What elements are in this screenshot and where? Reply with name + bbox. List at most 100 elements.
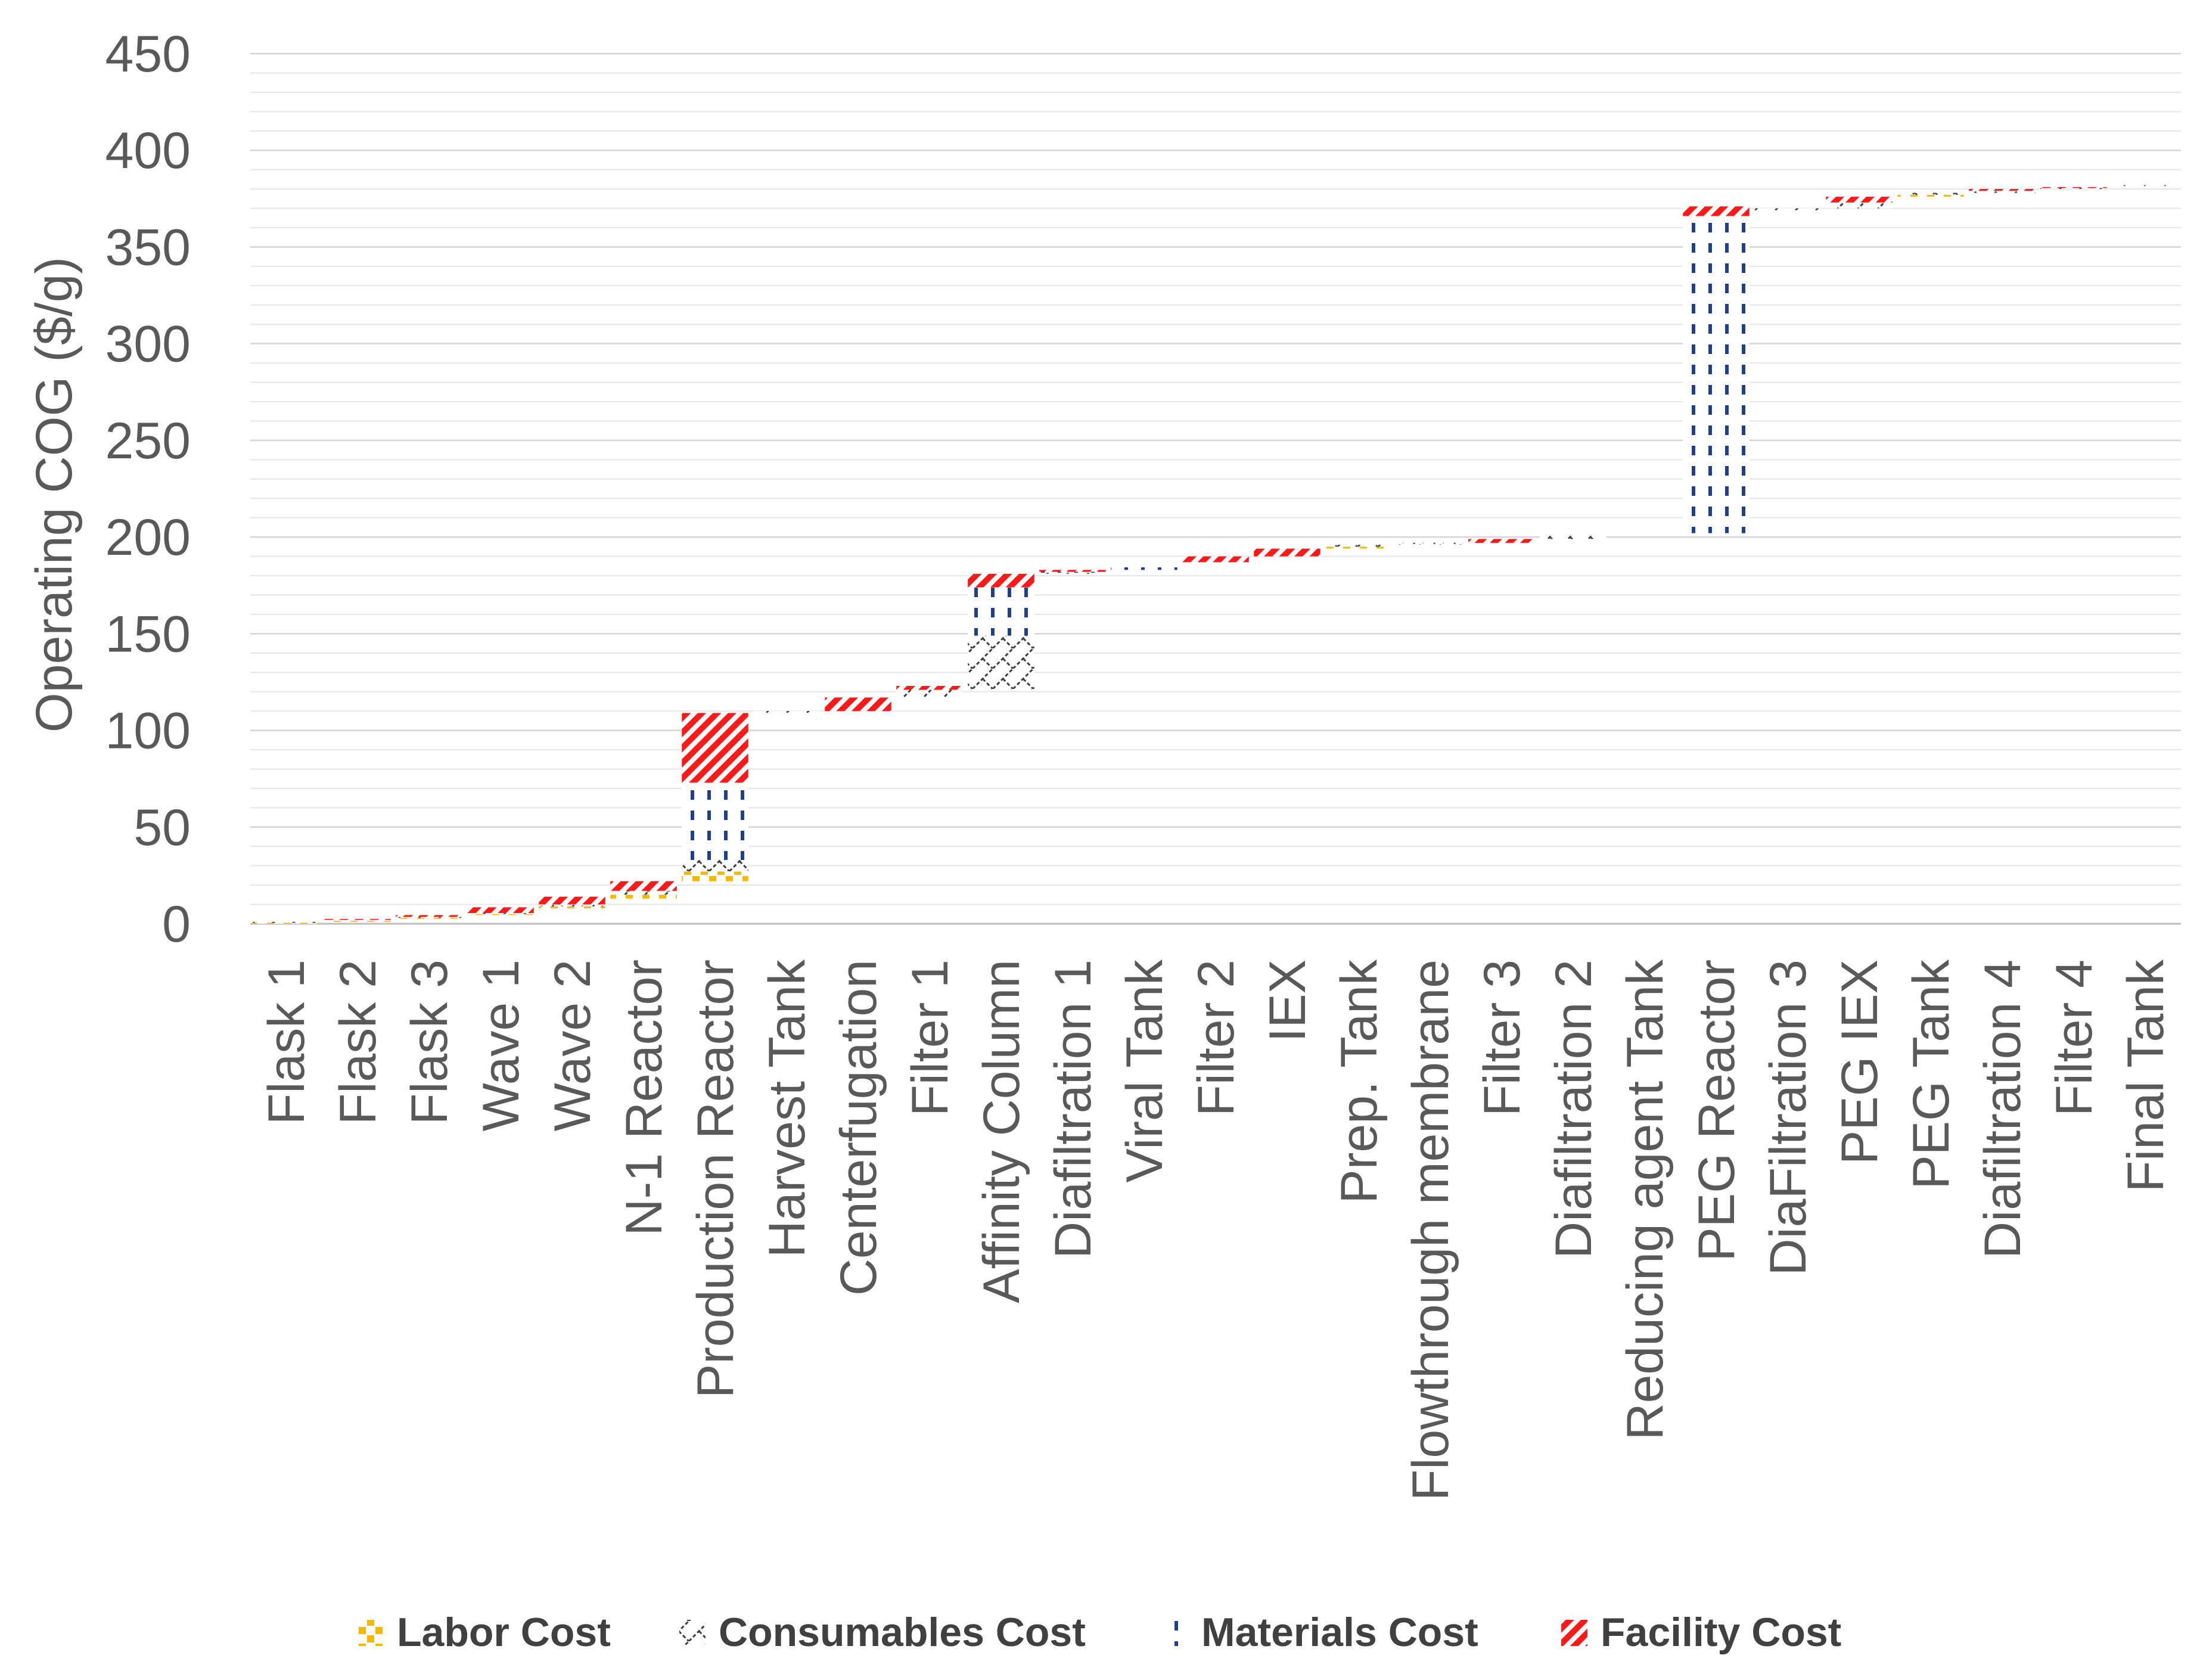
x-category-label: Flask 2 (330, 959, 387, 1125)
bar-segment-facility-cost (1826, 197, 1893, 203)
y-tick-label: 300 (105, 316, 191, 373)
bar-segment-consumables-cost (1397, 542, 1463, 545)
bar-segment-labor-cost (324, 921, 391, 922)
bar-segment-labor-cost (396, 918, 462, 919)
bar-segment-facility-cost (825, 697, 891, 712)
bar-segment-facility-cost (610, 881, 677, 891)
bar-segment-consumables-cost (1540, 535, 1607, 539)
x-category-label: DiaFiltration 3 (1760, 959, 1817, 1276)
x-category-label: IEX (1259, 959, 1316, 1042)
bar-segment-facility-cost (467, 907, 534, 914)
bar-segment-facility-cost (539, 896, 605, 905)
bar-segment-consumables-cost (253, 921, 319, 923)
bar-segment-consumables-cost (1325, 545, 1392, 547)
major-gridlines (250, 52, 2181, 925)
bar-segment-facility-cost (396, 915, 462, 917)
x-category-label: PEG IEX (1831, 959, 1888, 1164)
bar-segment-facility-cost (1039, 570, 1106, 572)
legend-label: Facility Cost (1601, 1610, 1841, 1655)
bar-segment-consumables-cost (1969, 191, 2036, 193)
bar-segment-facility-cost (896, 685, 963, 690)
y-tick-label: 250 (105, 412, 191, 470)
y-tick-label: 200 (105, 509, 191, 566)
x-category-label: Flask 3 (401, 959, 458, 1125)
x-category-label: Affinity Column (973, 959, 1030, 1303)
x-category-label: Final Tank (2117, 959, 2174, 1192)
x-category-label: Viral Tank (1116, 959, 1173, 1182)
minor-gridlines (250, 72, 2181, 905)
bar-segment-consumables-cost (1897, 192, 1964, 195)
legend-swatch (358, 1620, 384, 1646)
y-tick-label: 150 (105, 605, 191, 663)
bar-segment-facility-cost (2040, 187, 2107, 188)
bar-segment-facility-cost (1683, 206, 1750, 216)
x-category-label: Diafiltration 4 (1974, 959, 2031, 1259)
bar-segment-materials-cost (1039, 572, 1106, 573)
bar-segment-labor-cost (610, 895, 677, 899)
bar-segment-consumables-cost (324, 920, 391, 921)
x-axis-category-labels: Flask 1 Flask 2 Flask 3 Wave 1 Wave 2 N-1 Rea… (258, 959, 2174, 1501)
bar-segment-consumables-cost (396, 917, 462, 918)
bar-segment-labor-cost (1897, 194, 1964, 197)
legend-label: Materials Cost (1201, 1610, 1478, 1655)
bar-segment-consumables-cost (1826, 202, 1893, 209)
x-category-label: PEG Reactor (1688, 959, 1745, 1262)
legend-label: Labor Cost (397, 1610, 611, 1655)
bar-segment-materials-cost (1111, 562, 1177, 570)
bar-segment-facility-cost (968, 573, 1034, 588)
x-category-label: Harvest Tank (759, 959, 816, 1257)
x-category-label: Filter 1 (902, 959, 959, 1116)
bar-segment-facility-cost (1254, 548, 1320, 557)
x-category-label: Filter 4 (2046, 959, 2103, 1116)
bar-segment-consumables-cost (896, 690, 963, 698)
bar-segment-consumables-cost (610, 890, 677, 895)
bar-segment-facility-cost (1969, 189, 2036, 191)
legend-swatch (1162, 1620, 1188, 1646)
bar-segment-consumables-cost (2112, 185, 2179, 187)
y-tick-label: 450 (105, 26, 191, 83)
bar-segment-consumables-cost (1754, 208, 1821, 210)
y-tick-label: 100 (105, 703, 191, 760)
bar-segment-materials-cost (682, 782, 748, 860)
legend-label: Consumables Cost (719, 1610, 1086, 1655)
bar-segment-consumables-cost (968, 635, 1034, 690)
bar-segment-labor-cost (253, 923, 319, 924)
bar-segment-consumables-cost (682, 859, 748, 872)
y-tick-label: 50 (133, 799, 191, 856)
legend-swatch (679, 1620, 706, 1646)
x-category-label: N-1 Reactor (616, 959, 673, 1236)
bar-segment-labor-cost (1325, 546, 1392, 549)
x-category-label: Diafiltration 1 (1045, 959, 1102, 1259)
bar-segment-labor-cost (539, 906, 605, 908)
y-tick-label: 0 (162, 896, 191, 953)
x-category-label: Diafiltration 2 (1545, 959, 1602, 1259)
legend-swatch (1561, 1620, 1587, 1646)
y-axis-title: Operating COG ($/g) (26, 257, 83, 732)
bar-segment-consumables-cost (1039, 573, 1106, 574)
x-category-label: Prep. Tank (1331, 959, 1388, 1204)
bar-segment-materials-cost (968, 587, 1034, 636)
x-category-label: Filter 3 (1474, 959, 1531, 1116)
bar-segment-consumables-cost (539, 904, 605, 906)
legend: Labor Cost Consumables Cost Materials Cost… (358, 1610, 1841, 1655)
y-axis-ticks: 0 50 100 150 200 250 300 350 400 450 (105, 26, 191, 953)
x-category-label: Wave 1 (473, 959, 530, 1131)
bar-segment-labor-cost (467, 914, 534, 915)
y-tick-label: 350 (105, 219, 191, 276)
y-tick-label: 400 (105, 122, 191, 179)
x-category-label: Centerfugation (830, 959, 887, 1296)
x-category-label: PEG Tank (1903, 959, 1960, 1190)
bar-segment-consumables-cost (467, 913, 534, 914)
bar-segment-materials-cost (1683, 216, 1750, 533)
bar-segment-facility-cost (324, 918, 391, 920)
x-category-label: Flowthrough membrane (1402, 959, 1459, 1501)
x-category-label: Reducing agent Tank (1617, 959, 1674, 1440)
bar-segment-facility-cost (682, 713, 748, 783)
x-category-label: Filter 2 (1188, 959, 1245, 1116)
bar-segment-labor-cost (682, 871, 748, 881)
bar-segment-facility-cost (1182, 556, 1249, 563)
bar-segment-facility-cost (1468, 539, 1535, 543)
bar-segment-consumables-cost (753, 711, 820, 713)
bar-segment-consumables-cost (2040, 188, 2107, 190)
